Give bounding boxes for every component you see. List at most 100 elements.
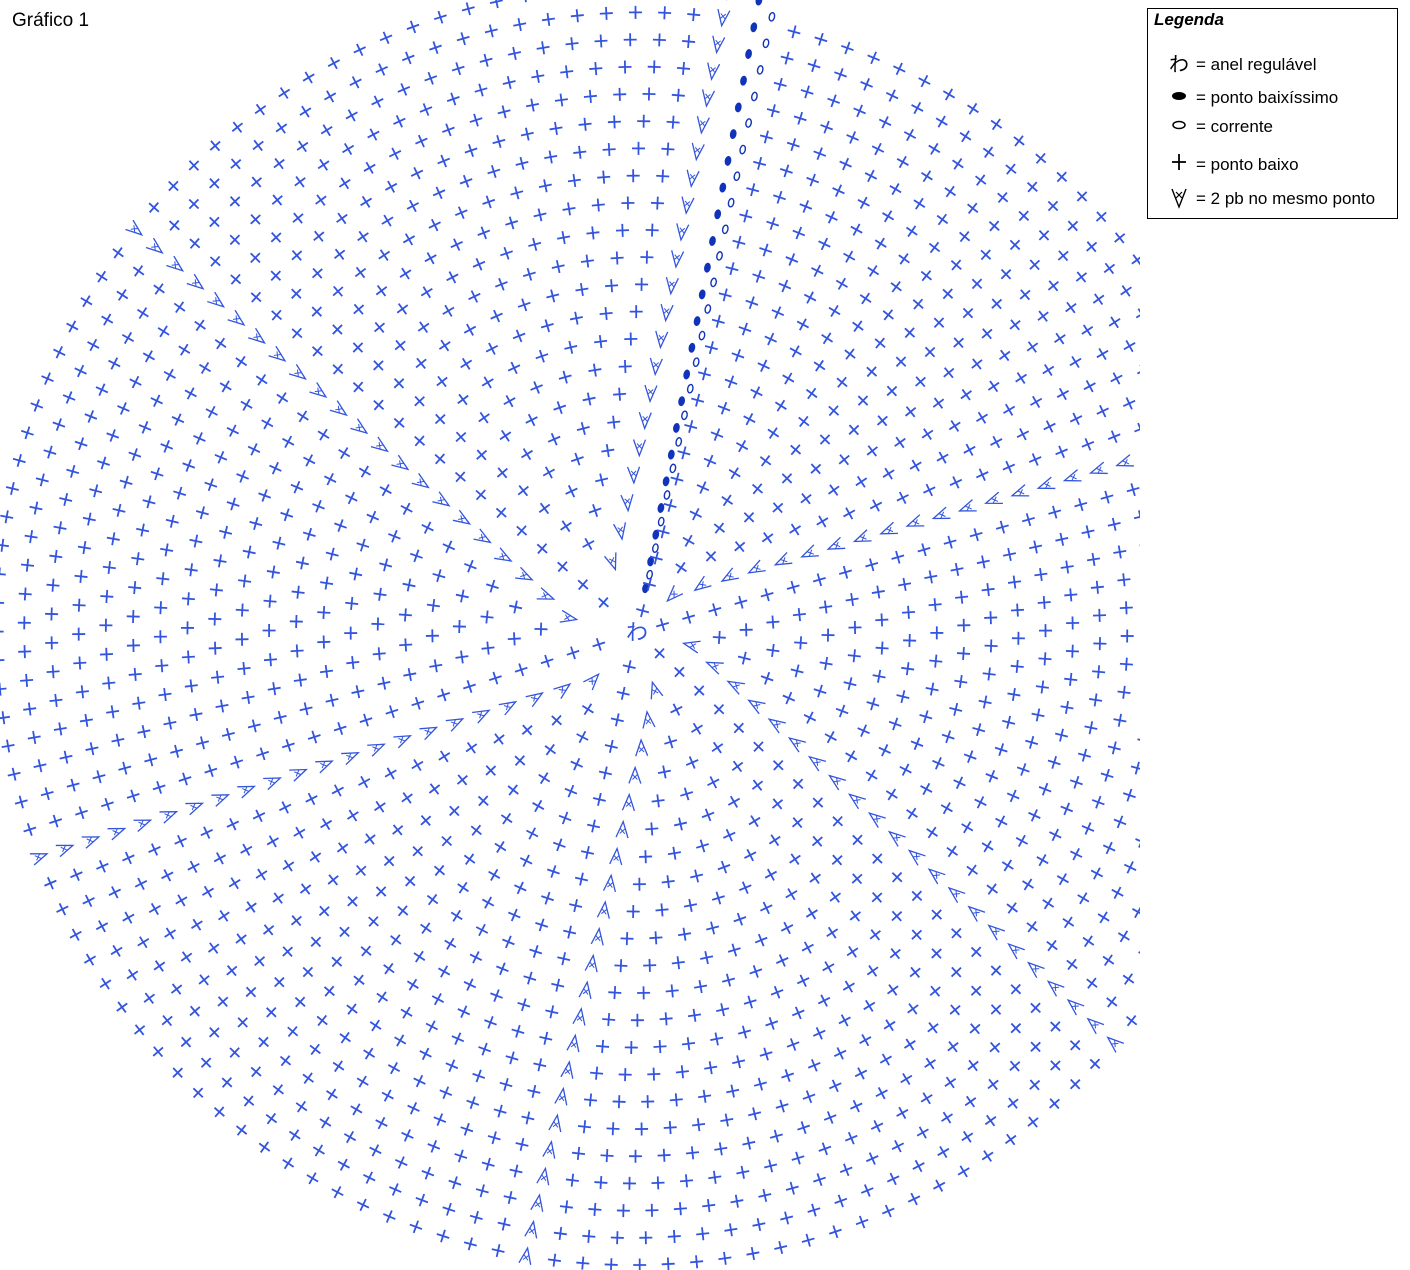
increase-stitch (696, 116, 710, 135)
single-crochet-icon (1172, 154, 1186, 170)
single-crochet-stitch (230, 273, 242, 285)
single-crochet-stitch (0, 567, 6, 581)
single-crochet-stitch (904, 327, 916, 339)
single-crochet-stitch (0, 630, 4, 633)
single-crochet-stitch (539, 1031, 553, 1045)
single-crochet-stitch (737, 1025, 752, 1039)
single-crochet-stitch (487, 165, 501, 178)
single-crochet-stitch (1026, 181, 1038, 193)
single-crochet-stitch (226, 424, 240, 437)
single-crochet-stitch (41, 372, 54, 385)
single-crochet-stitch (514, 663, 528, 677)
single-crochet-stitch (657, 765, 671, 779)
single-crochet-stitch (813, 1027, 826, 1040)
single-crochet-stitch (320, 818, 333, 831)
single-crochet-stitch (544, 743, 557, 756)
single-crochet-stitch (860, 1184, 874, 1197)
single-crochet-stitch (1139, 989, 1140, 1007)
single-crochet-stitch (312, 499, 325, 513)
single-crochet-stitch (178, 343, 191, 356)
single-crochet-stitch (373, 399, 385, 411)
single-crochet-stitch (588, 363, 602, 377)
single-crochet-stitch (282, 1157, 295, 1170)
single-crochet-stitch (173, 486, 187, 500)
increase-stitch (498, 700, 518, 716)
single-crochet-stitch (195, 506, 209, 520)
single-crochet-stitch (349, 567, 363, 581)
single-crochet-stitch (475, 923, 489, 937)
single-crochet-stitch (723, 828, 736, 842)
slip-stitch (647, 556, 654, 567)
single-crochet-stitch (221, 727, 235, 741)
single-crochet-stitch (895, 356, 907, 367)
single-crochet-stitch (333, 722, 347, 735)
single-crochet-stitch (128, 448, 142, 462)
single-crochet-stitch (846, 131, 859, 144)
increase-stitch (931, 506, 951, 520)
increase-stitch (393, 734, 413, 749)
single-crochet-stitch (637, 986, 651, 1000)
single-crochet-stitch (632, 877, 646, 891)
single-crochet-stitch (596, 1039, 610, 1053)
single-crochet-stitch (642, 87, 656, 101)
chain-stitch (745, 118, 752, 128)
single-crochet-stitch (696, 481, 710, 494)
single-crochet-stitch (377, 676, 391, 690)
single-crochet-stitch (789, 345, 802, 358)
single-crochet-stitch (132, 265, 145, 277)
single-crochet-stitch (718, 1251, 732, 1265)
slip-stitch (719, 182, 727, 193)
single-crochet-stitch (218, 910, 230, 922)
single-crochet-stitch (786, 1038, 800, 1051)
single-crochet-stitch (799, 200, 813, 213)
increase-stitch (350, 418, 369, 435)
single-crochet-stitch (580, 254, 594, 268)
single-crochet-stitch (12, 453, 26, 468)
single-crochet-stitch (59, 492, 73, 507)
single-crochet-stitch (502, 935, 515, 949)
legend-label: = corrente (1196, 117, 1274, 136)
single-crochet-stitch (347, 896, 358, 907)
increase-stitch (701, 89, 716, 108)
single-crochet-stitch (170, 744, 184, 758)
single-crochet-stitch (129, 375, 142, 389)
increase-stitch (536, 587, 556, 600)
slip-stitch (750, 22, 758, 33)
single-crochet-stitch (843, 677, 857, 691)
single-crochet-stitch (1031, 708, 1045, 722)
single-crochet-stitch (385, 705, 399, 719)
single-crochet-stitch (315, 194, 327, 206)
single-crochet-stitch (759, 130, 773, 144)
chain-stitch (675, 437, 683, 447)
single-crochet-stitch (153, 283, 165, 295)
single-crochet-stitch (712, 630, 726, 644)
single-crochet-stitch (782, 372, 795, 385)
single-crochet-stitch (666, 115, 680, 129)
single-crochet-stitch (1054, 728, 1069, 742)
single-crochet-stitch (95, 270, 108, 283)
single-crochet-stitch (205, 405, 218, 419)
single-crochet-stitch (409, 1220, 423, 1234)
single-crochet-stitch (896, 690, 910, 704)
single-crochet-stitch (801, 941, 814, 954)
single-crochet-stitch (1010, 983, 1022, 995)
single-crochet-stitch (96, 859, 109, 873)
single-crochet-stitch (701, 808, 715, 822)
single-crochet-stitch (1029, 259, 1041, 271)
single-crochet-stitch (213, 852, 227, 865)
single-crochet-stitch (1062, 916, 1075, 929)
single-crochet-stitch (1055, 532, 1069, 546)
single-crochet-stitch (379, 558, 393, 572)
increase-stitch (145, 237, 164, 254)
single-crochet-stitch (835, 277, 848, 290)
single-crochet-stitch (859, 1033, 872, 1047)
single-crochet-stitch (964, 1095, 977, 1108)
single-crochet-stitch (237, 661, 251, 676)
single-crochet-stitch (903, 633, 917, 648)
single-crochet-stitch (475, 1184, 489, 1198)
single-crochet-stitch (401, 792, 413, 804)
single-crochet-stitch (599, 6, 613, 20)
single-crochet-stitch (791, 1151, 805, 1165)
single-crochet-stitch (168, 219, 180, 231)
single-crochet-stitch (547, 1253, 561, 1267)
